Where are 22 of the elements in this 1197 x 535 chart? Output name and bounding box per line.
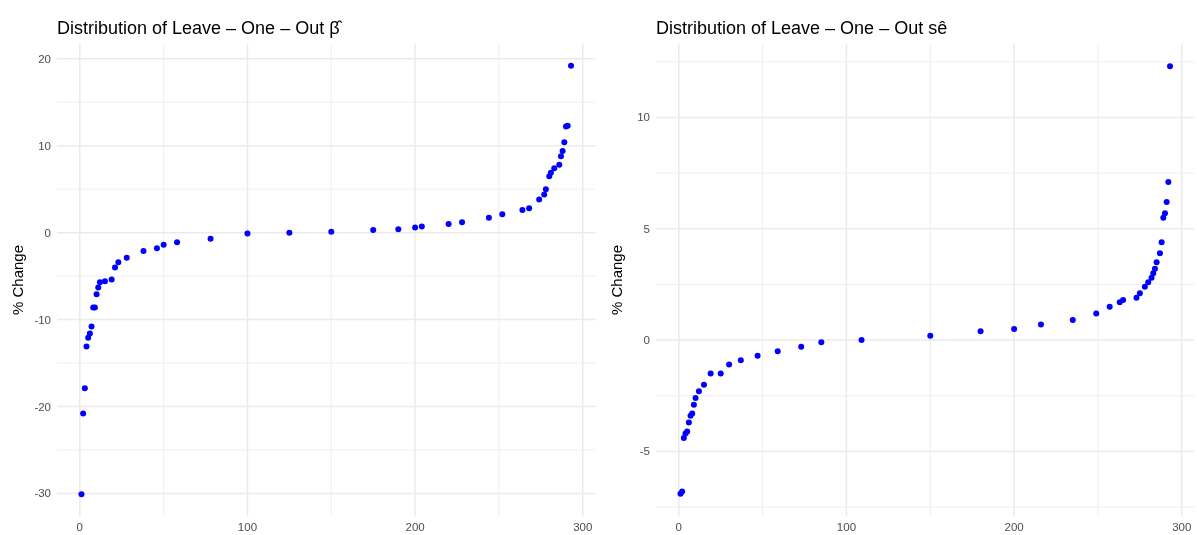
x-tick-label: 200 — [1004, 521, 1024, 533]
y-tick-label: -20 — [34, 400, 51, 413]
x-tick-label: 100 — [836, 521, 856, 533]
y-tick-label: -10 — [34, 313, 51, 326]
y-tick-label: 10 — [636, 111, 650, 124]
y-axis-title: % Change — [9, 244, 26, 316]
y-tick-label: 5 — [643, 222, 650, 235]
y-axis-title: % Change — [607, 244, 625, 316]
x-tick-label: 0 — [76, 521, 83, 533]
y-tick-label: -30 — [34, 487, 51, 500]
y-tick-label: 0 — [643, 334, 650, 347]
y-tick-label: 20 — [38, 52, 51, 65]
x-tick-label: 300 — [573, 521, 593, 533]
x-tick-label: 300 — [1171, 521, 1191, 533]
y-tick-label: 0 — [44, 226, 51, 239]
x-tick-label: 200 — [405, 521, 425, 533]
chart-title: Distribution of Leave – One – Out sê — [655, 18, 947, 38]
x-tick-label: 0 — [675, 521, 682, 533]
x-tick-label: 100 — [237, 521, 258, 533]
chart-title: Distribution of Leave – One – Out β̂ — [57, 18, 343, 38]
y-tick-label: 10 — [38, 139, 51, 152]
y-tick-label: -5 — [639, 445, 650, 458]
